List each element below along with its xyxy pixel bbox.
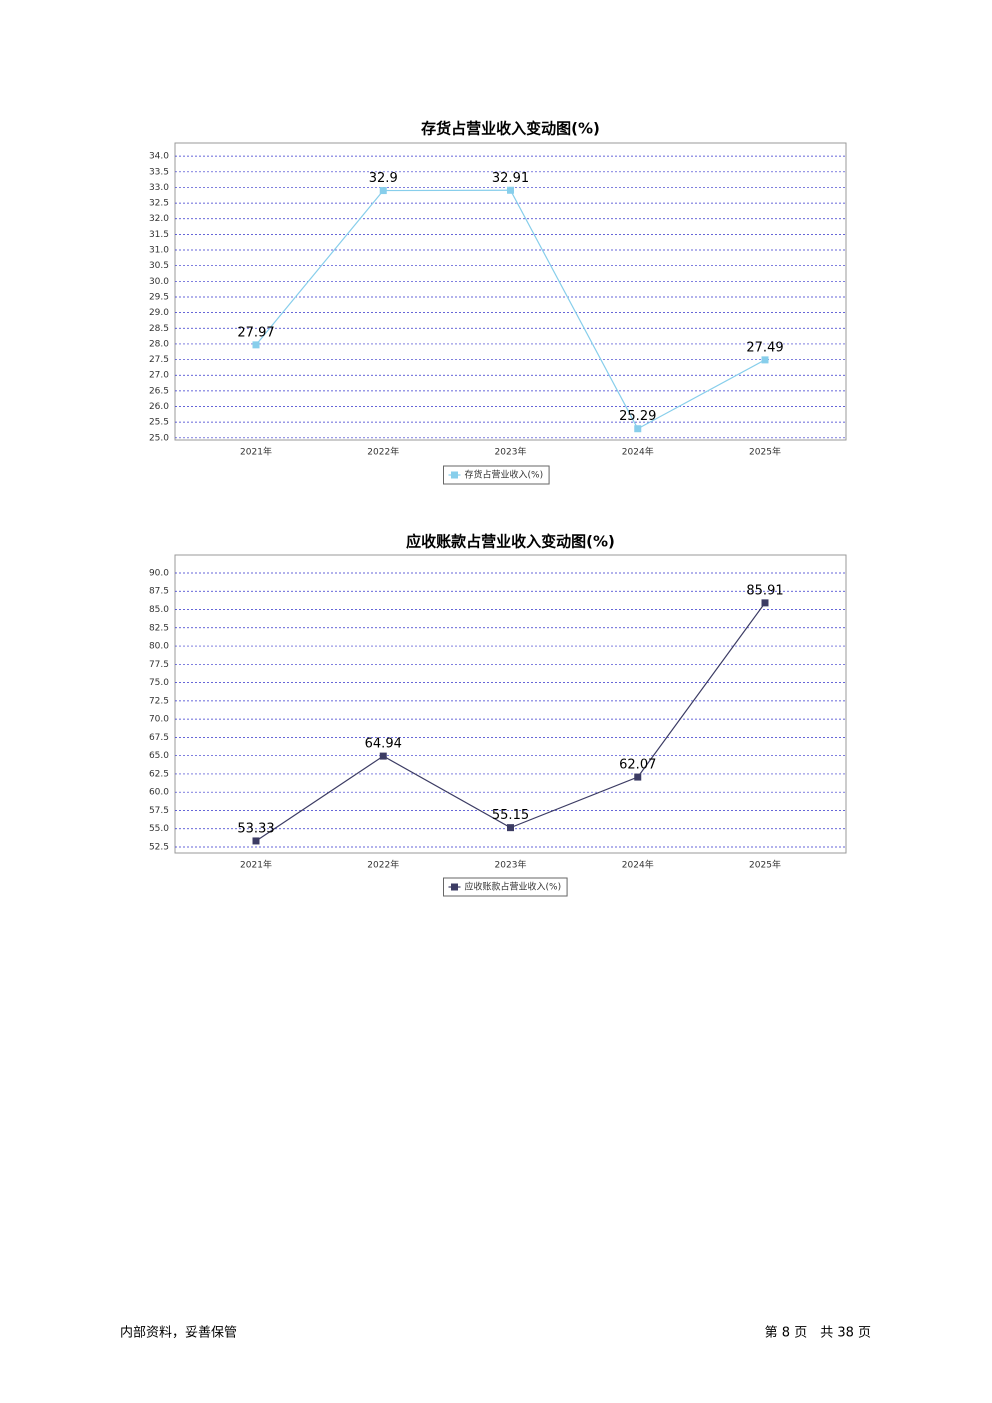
data-label: 32.9 xyxy=(369,171,398,186)
x-tick-label: 2022年 xyxy=(367,446,399,458)
y-tick-label: 30.0 xyxy=(149,277,169,287)
x-tick-label: 2021年 xyxy=(240,446,272,458)
footer-left: 内部资料，妥善保管 xyxy=(120,1325,237,1341)
y-tick-label: 70.0 xyxy=(149,715,169,725)
y-tick-label: 28.5 xyxy=(149,324,169,334)
legend-marker xyxy=(451,883,458,891)
x-tick-label: 2024年 xyxy=(622,859,654,871)
data-point xyxy=(761,599,769,607)
data-point xyxy=(634,773,642,781)
plot-area xyxy=(174,554,847,854)
y-tick-label: 82.5 xyxy=(149,623,169,633)
data-label: 32.91 xyxy=(492,171,529,186)
y-tick-label: 60.0 xyxy=(149,788,169,798)
y-tick-label: 31.0 xyxy=(149,246,169,256)
y-tick-label: 32.0 xyxy=(149,214,169,224)
y-tick-label: 75.0 xyxy=(149,678,169,688)
y-tick-label: 30.5 xyxy=(149,261,169,271)
y-tick-label: 25.5 xyxy=(149,418,169,428)
data-point xyxy=(379,752,387,760)
y-tick-label: 27.0 xyxy=(149,371,169,381)
y-tick-label: 55.0 xyxy=(149,824,169,834)
y-tick-label: 90.0 xyxy=(149,568,169,578)
data-label: 85.91 xyxy=(746,583,783,598)
legend-box xyxy=(443,465,550,485)
legend-marker xyxy=(451,471,458,479)
x-tick-label: 2021年 xyxy=(240,859,272,871)
data-point xyxy=(761,356,769,364)
data-label: 53.33 xyxy=(237,821,274,836)
y-tick-label: 29.5 xyxy=(149,292,169,302)
data-point xyxy=(634,425,642,433)
data-point xyxy=(379,187,387,195)
y-tick-label: 27.5 xyxy=(149,355,169,365)
y-tick-label: 87.5 xyxy=(149,587,169,597)
legend-label: 存货占营业收入(%) xyxy=(465,469,544,481)
data-point xyxy=(252,837,260,845)
y-tick-label: 28.0 xyxy=(149,339,169,349)
y-tick-label: 29.0 xyxy=(149,308,169,318)
data-point xyxy=(252,341,260,349)
y-tick-label: 34.0 xyxy=(149,152,169,162)
legend-box xyxy=(443,877,568,897)
x-tick-label: 2022年 xyxy=(367,859,399,871)
chart-title: 应收账款占营业收入变动图(%) xyxy=(406,533,615,551)
x-tick-label: 2024年 xyxy=(622,446,654,458)
y-tick-label: 26.0 xyxy=(149,402,169,412)
y-tick-label: 72.5 xyxy=(149,696,169,706)
data-label: 27.97 xyxy=(237,325,274,340)
y-tick-label: 67.5 xyxy=(149,733,169,743)
x-tick-label: 2023年 xyxy=(495,859,527,871)
chart-title: 存货占营业收入变动图(%) xyxy=(421,120,600,138)
y-tick-label: 31.5 xyxy=(149,230,169,240)
data-point xyxy=(507,824,514,832)
data-label: 27.49 xyxy=(746,340,783,355)
y-tick-label: 33.5 xyxy=(149,167,169,177)
legend-label: 应收账款占营业收入(%) xyxy=(465,881,562,893)
y-tick-label: 26.5 xyxy=(149,386,169,396)
y-tick-label: 33.0 xyxy=(149,183,169,193)
y-tick-label: 80.0 xyxy=(149,642,169,652)
y-tick-label: 32.5 xyxy=(149,199,169,209)
y-tick-label: 77.5 xyxy=(149,660,169,670)
data-point xyxy=(507,186,514,194)
data-label: 62.07 xyxy=(619,758,656,773)
data-label: 64.94 xyxy=(365,737,402,752)
y-tick-label: 57.5 xyxy=(149,806,169,816)
x-tick-label: 2025年 xyxy=(749,446,781,458)
footer-right: 第 8 页 共 38 页 xyxy=(765,1326,871,1341)
y-tick-label: 25.0 xyxy=(149,433,169,443)
data-label: 25.29 xyxy=(619,409,656,424)
y-tick-label: 62.5 xyxy=(149,769,169,779)
x-tick-label: 2025年 xyxy=(749,859,781,871)
data-label: 55.15 xyxy=(492,808,529,823)
x-tick-label: 2023年 xyxy=(495,446,527,458)
y-tick-label: 52.5 xyxy=(149,843,169,853)
y-tick-label: 85.0 xyxy=(149,605,169,615)
y-tick-label: 65.0 xyxy=(149,751,169,761)
